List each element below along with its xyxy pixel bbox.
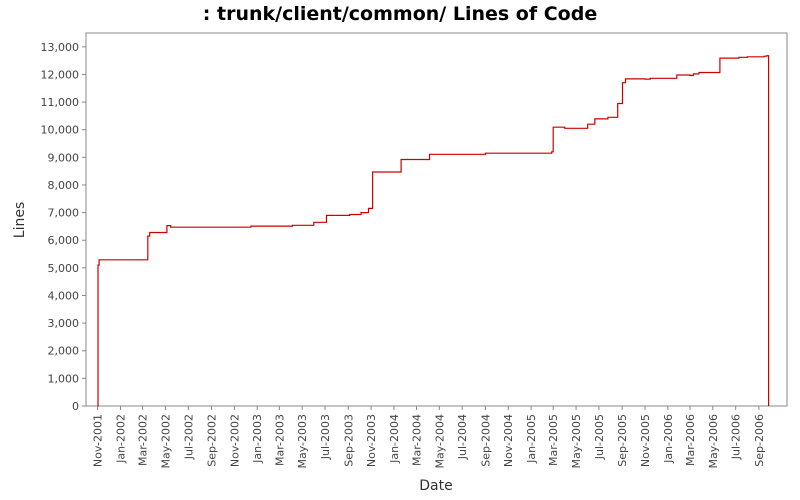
x-tick-label: Jul-2005 bbox=[593, 414, 606, 460]
y-tick-label: 3,000 bbox=[48, 317, 80, 330]
x-tick-label: Mar-2004 bbox=[410, 414, 423, 466]
y-tick-label: 9,000 bbox=[48, 151, 80, 164]
x-tick-label: Sep-2003 bbox=[342, 414, 355, 467]
plot-area bbox=[85, 32, 788, 407]
y-tick-label: 12,000 bbox=[41, 68, 80, 81]
x-tick-label: May-2004 bbox=[433, 414, 446, 469]
x-tick-label: Nov-2004 bbox=[502, 414, 515, 467]
x-tick-label: Jan-2004 bbox=[388, 414, 401, 464]
y-tick-label: 6,000 bbox=[48, 234, 80, 247]
y-tick-label: 5,000 bbox=[48, 262, 80, 275]
x-tick-label: Jul-2004 bbox=[456, 414, 469, 460]
x-tick-label: May-2006 bbox=[707, 414, 720, 469]
y-tick-label: 2,000 bbox=[48, 345, 80, 358]
y-tick-label: 8,000 bbox=[48, 179, 80, 192]
x-tick-label: Nov-2002 bbox=[228, 414, 241, 467]
x-tick-label: May-2002 bbox=[159, 414, 172, 469]
x-tick-label: May-2005 bbox=[570, 414, 583, 469]
y-tick-label: 1,000 bbox=[48, 372, 80, 385]
y-tick-label: 7,000 bbox=[48, 207, 80, 220]
x-tick-label: Jul-2006 bbox=[730, 414, 743, 460]
x-tick-label: Jan-2002 bbox=[114, 414, 127, 464]
chart-title: : trunk/client/common/ Lines of Code bbox=[203, 3, 597, 25]
x-tick-label: Sep-2004 bbox=[479, 414, 492, 467]
y-axis-label: Lines bbox=[12, 202, 28, 238]
x-axis-label: Date bbox=[419, 478, 452, 494]
x-tick-label: Mar-2005 bbox=[547, 414, 560, 466]
x-tick-label: Sep-2002 bbox=[206, 414, 219, 467]
x-tick-label: Nov-2003 bbox=[365, 414, 378, 467]
y-tick-label: 11,000 bbox=[41, 96, 80, 109]
series-line bbox=[97, 55, 770, 407]
x-tick-label: Jul-2003 bbox=[319, 414, 332, 460]
y-tick-label: 0 bbox=[72, 400, 79, 413]
x-axis: Nov-2001 Jan-2002 Mar-2002 May-2002 Jul-2002… bbox=[92, 406, 766, 469]
x-tick-label: Nov-2001 bbox=[92, 414, 105, 467]
x-tick-label: Sep-2006 bbox=[753, 414, 766, 467]
x-tick-label: Mar-2002 bbox=[137, 414, 150, 466]
y-tick-label: 4,000 bbox=[48, 289, 80, 302]
x-tick-label: Jan-2005 bbox=[525, 414, 538, 464]
y-axis: 0 1,000 2,000 3,000 4,000 5,000 6,000 7,000 8,00… bbox=[41, 41, 86, 413]
x-tick-label: Nov-2005 bbox=[639, 414, 652, 467]
x-tick-label: Jan-2003 bbox=[251, 414, 264, 464]
y-tick-label: 10,000 bbox=[41, 124, 80, 137]
y-tick-label: 13,000 bbox=[41, 41, 80, 54]
x-tick-label: Jan-2006 bbox=[662, 414, 675, 464]
x-tick-label: Mar-2003 bbox=[273, 414, 286, 466]
x-tick-label: Sep-2005 bbox=[616, 414, 629, 467]
x-tick-label: Jul-2002 bbox=[182, 414, 195, 460]
x-tick-label: Mar-2006 bbox=[684, 414, 697, 466]
x-tick-label: May-2003 bbox=[296, 414, 309, 469]
